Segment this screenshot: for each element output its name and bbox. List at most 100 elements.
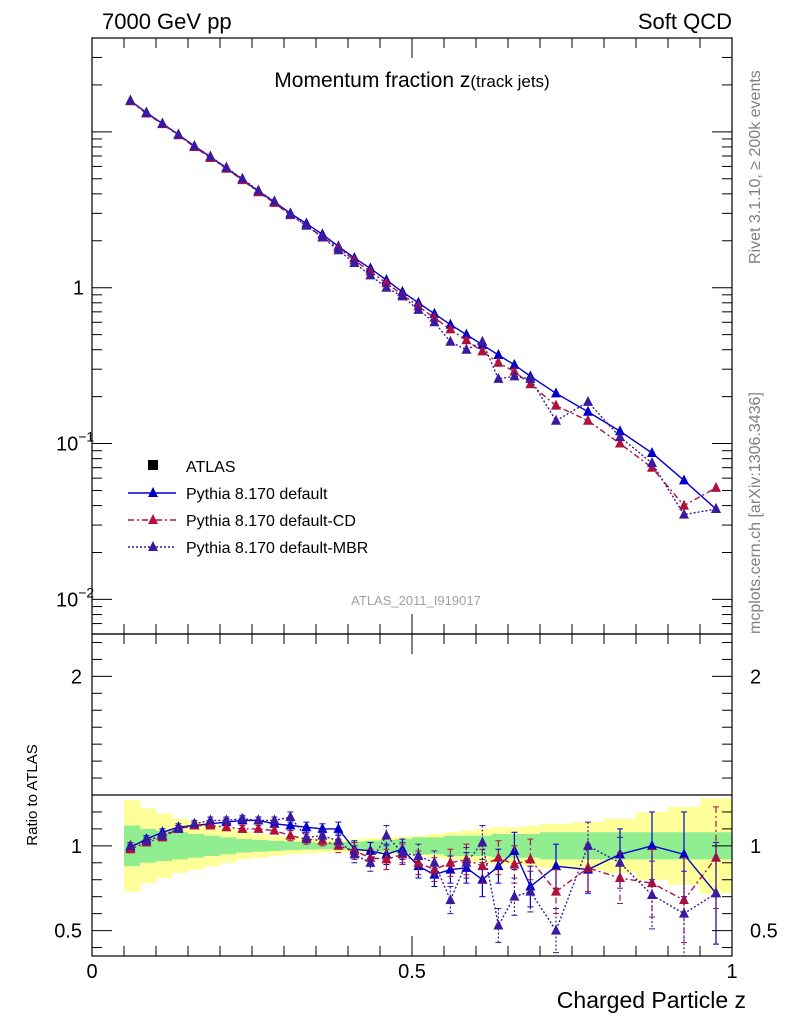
- data-point-marker: [647, 839, 657, 850]
- data-point-marker: [413, 850, 424, 861]
- ratio-y-axis-label: Ratio to ATLAS: [24, 744, 41, 845]
- data-point-marker: [333, 834, 344, 845]
- data-point-marker: [509, 890, 520, 901]
- ratio-band-inner: [300, 842, 317, 850]
- legend-label: Pythia 8.170 default-CD: [186, 513, 356, 530]
- data-point-marker: [679, 474, 689, 485]
- data-point-marker: [157, 117, 168, 128]
- x-tick-labels: 0 0.5 1: [86, 961, 737, 983]
- data-point-marker: [397, 290, 408, 301]
- data-point-marker: [525, 885, 536, 896]
- data-point-marker: [253, 822, 264, 833]
- ratio-band-inner: [364, 840, 381, 851]
- data-point-marker: [237, 812, 248, 823]
- data-point-marker: [509, 858, 520, 869]
- ratio-band-inner: [460, 835, 477, 857]
- data-point-marker: [141, 107, 152, 118]
- data-point-marker: [679, 499, 689, 510]
- ratio-band-inner: [428, 837, 445, 855]
- data-point-marker: [148, 541, 158, 551]
- data-point-marker: [711, 887, 721, 898]
- ratio-band-inner: [188, 833, 205, 858]
- data-point-marker: [711, 481, 721, 492]
- data-point-marker: [679, 508, 689, 519]
- ratio-y-tick-label-left: 1: [71, 836, 82, 858]
- ratio-y-tick-label-left: 0.5: [54, 921, 82, 943]
- data-point-marker: [285, 208, 296, 219]
- data-point-marker: [205, 814, 216, 825]
- data-point-marker: [445, 335, 456, 346]
- data-point-marker: [477, 335, 488, 346]
- data-point-marker: [237, 172, 248, 183]
- y-tick-label: 10−2: [56, 584, 94, 611]
- ratio-panel: 0.5 0.5 1 1 2 2 Ratio to ATLAS: [24, 633, 778, 957]
- ratio-band-inner: [204, 835, 221, 857]
- data-point-marker: [551, 387, 561, 398]
- data-point-marker: [711, 851, 721, 862]
- ratio-band-inner: [268, 840, 285, 851]
- data-point-marker: [461, 856, 472, 867]
- data-point-marker: [493, 851, 504, 862]
- data-point-marker: [493, 356, 504, 367]
- ratio-band-inner: [236, 839, 253, 853]
- ratio-band-inner: [412, 837, 429, 855]
- data-point-marker: [477, 345, 488, 356]
- data-point-marker: [365, 856, 376, 867]
- legend: ATLAS Pythia 8.170 default Pythia 8.170 de…: [128, 459, 368, 557]
- data-point-marker: [125, 839, 136, 850]
- data-point-marker: [333, 244, 344, 255]
- data-point-marker: [141, 834, 152, 845]
- data-point-marker: [583, 414, 593, 425]
- data-point-marker: [317, 231, 328, 242]
- data-point-marker: [237, 822, 248, 833]
- ratio-y-tick-label-right: 0.5: [750, 921, 778, 943]
- data-point-marker: [333, 822, 344, 833]
- data-point-marker: [461, 328, 472, 339]
- data-point-marker: [711, 503, 721, 514]
- data-point-marker: [583, 405, 593, 416]
- data-point-marker: [525, 880, 536, 891]
- data-point-marker: [551, 399, 561, 410]
- data-point-marker: [205, 150, 216, 161]
- data-point-marker: [461, 334, 472, 345]
- data-point-marker: [157, 829, 168, 840]
- data-point-marker: [349, 848, 360, 859]
- y-tick-label: 1: [73, 278, 84, 300]
- data-point-marker: [525, 372, 536, 383]
- data-point-marker: [509, 370, 520, 381]
- rivet-label: Rivet 3.1.10, ≥ 200k events: [747, 70, 764, 264]
- data-point-marker: [173, 822, 184, 833]
- x-tick-label: 0: [86, 961, 97, 983]
- data-point-marker: [445, 323, 456, 334]
- data-point-marker: [253, 184, 264, 195]
- data-point-marker: [429, 316, 440, 327]
- data-point-marker: [413, 303, 424, 314]
- ratio-band-inner: [252, 839, 269, 852]
- data-point-marker: [551, 885, 561, 896]
- data-point-marker: [221, 814, 232, 825]
- data-point-marker: [647, 888, 657, 899]
- data-point-marker: [615, 856, 625, 867]
- data-point-marker: [285, 829, 296, 840]
- data-point-marker: [173, 128, 184, 139]
- data-point-marker: [477, 836, 488, 847]
- data-point-marker: [493, 349, 504, 360]
- data-point-marker: [189, 817, 200, 828]
- data-point-marker: [317, 829, 328, 840]
- mcplots-label: mcplots.cern.ch [arXiv:1306.3436]: [747, 392, 764, 634]
- data-point-marker: [221, 161, 232, 172]
- data-point-marker: [493, 919, 504, 930]
- header-left-label: 7000 GeV pp: [102, 9, 232, 34]
- data-point-marker: [125, 94, 136, 105]
- data-point-marker: [551, 860, 561, 871]
- data-point-marker: [647, 446, 657, 457]
- legend-label: Pythia 8.170 default-MBR: [186, 540, 368, 557]
- ratio-band-inner: [220, 837, 237, 855]
- data-point-marker: [381, 853, 392, 864]
- data-point-marker: [148, 514, 158, 524]
- data-point-marker: [647, 457, 657, 468]
- data-point-marker: [221, 821, 232, 832]
- data-point-marker: [615, 872, 625, 883]
- data-point-marker: [381, 829, 392, 840]
